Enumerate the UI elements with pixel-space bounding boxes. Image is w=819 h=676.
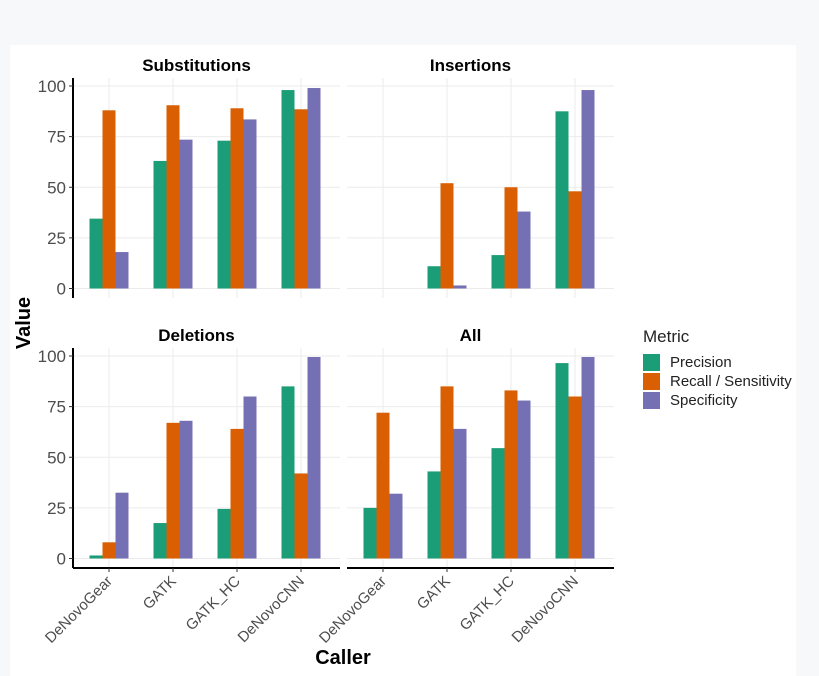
x-tick-label-denovogear-all: DeNovoGear — [316, 573, 390, 647]
bar-deletions-denovogear-specificity — [115, 492, 129, 559]
bar-deletions-gatk-specificity — [179, 420, 193, 559]
y-tick-label-0-substitutions: 0 — [57, 280, 66, 299]
bar-insertions-denovocnn-specificity — [581, 90, 595, 289]
bar-all-gatk-specificity — [453, 428, 467, 559]
bar-all-gatk-hc-recall-sensitivity — [504, 390, 518, 559]
faceted-bar-chart: Substitutions 0 25 50 75 100 Insertions Deletio… — [13, 56, 614, 669]
bar-all-gatk-hc-specificity — [517, 400, 531, 559]
y-tick-label-25-substitutions: 25 — [47, 229, 66, 248]
y-tick-label-50-deletions: 50 — [47, 448, 66, 467]
bar-substitutions-denovogear-precision — [89, 218, 103, 289]
y-tick-label-75-deletions: 75 — [47, 398, 66, 417]
legend-item-specificity: Specificity — [643, 391, 738, 409]
bar-deletions-denovocnn-recall-sensitivity — [294, 473, 308, 559]
legend-item-precision: Precision — [643, 353, 732, 371]
bar-all-denovogear-recall-sensitivity — [376, 412, 390, 559]
bar-insertions-denovocnn-precision — [555, 111, 569, 289]
bar-substitutions-denovocnn-specificity — [307, 88, 321, 289]
bar-all-gatk-recall-sensitivity — [440, 386, 454, 559]
x-tick-label-gatk-all: GATK — [414, 573, 454, 613]
y-tick-label-25-deletions: 25 — [47, 499, 66, 518]
legend-label-specificity: Specificity — [670, 391, 738, 409]
bar-deletions-gatk-hc-precision — [217, 508, 231, 559]
bar-deletions-denovocnn-specificity — [307, 357, 321, 559]
bar-insertions-denovocnn-recall-sensitivity — [568, 191, 582, 289]
x-tick-label-gatk-deletions: GATK — [140, 573, 180, 613]
bar-substitutions-denovocnn-recall-sensitivity — [294, 109, 308, 289]
bar-deletions-denovogear-recall-sensitivity — [102, 542, 116, 559]
legend-swatch-precision — [643, 353, 660, 371]
legend-swatch-recall — [643, 372, 660, 390]
bar-substitutions-gatk-hc-recall-sensitivity — [230, 108, 244, 289]
bar-substitutions-gatk-hc-precision — [217, 140, 231, 289]
panel-title-substitutions: Substitutions — [142, 56, 251, 75]
chart-card: Substitutions 0 25 50 75 100 Insertions Deletio… — [10, 45, 796, 676]
bar-substitutions-gatk-hc-specificity — [243, 119, 257, 289]
y-tick-label-75-substitutions: 75 — [47, 128, 66, 147]
x-axis-title: Caller — [315, 647, 371, 669]
bar-deletions-gatk-hc-recall-sensitivity — [230, 428, 244, 559]
bar-deletions-gatk-precision — [153, 523, 167, 559]
legend-label-precision: Precision — [670, 353, 732, 371]
y-axis-title: Value — [13, 297, 35, 349]
legend-label-recall: Recall / Sensitivity — [670, 372, 792, 390]
legend-item-recall: Recall / Sensitivity — [643, 372, 792, 390]
y-tick-label-50-substitutions: 50 — [47, 178, 66, 197]
bar-insertions-gatk-precision — [427, 266, 441, 289]
bar-all-denovocnn-precision — [555, 363, 569, 559]
bar-deletions-denovogear-precision — [89, 555, 103, 559]
y-tick-label-0-deletions: 0 — [57, 550, 66, 569]
y-tick-label-100-deletions: 100 — [38, 347, 66, 366]
bar-substitutions-gatk-precision — [153, 160, 167, 289]
bar-deletions-gatk-recall-sensitivity — [166, 422, 180, 559]
bar-deletions-denovocnn-precision — [281, 386, 295, 559]
panel-title-deletions: Deletions — [158, 326, 235, 345]
bar-all-denovogear-precision — [363, 507, 377, 559]
bar-all-gatk-precision — [427, 471, 441, 559]
bar-all-denovogear-specificity — [389, 493, 403, 559]
x-tick-label-denovogear-deletions: DeNovoGear — [42, 573, 116, 647]
bar-insertions-gatk-hc-recall-sensitivity — [504, 187, 518, 289]
bar-insertions-gatk-specificity — [453, 285, 467, 289]
x-tick-label-denovocnn-deletions: DeNovoCNN — [234, 573, 307, 646]
bar-insertions-gatk-recall-sensitivity — [440, 183, 454, 289]
bar-substitutions-denovocnn-precision — [281, 90, 295, 289]
x-tick-label-denovocnn-all: DeNovoCNN — [508, 573, 581, 646]
panel-title-insertions: Insertions — [430, 56, 511, 75]
bar-substitutions-gatk-recall-sensitivity — [166, 105, 180, 289]
bar-all-denovocnn-recall-sensitivity — [568, 396, 582, 559]
bar-substitutions-denovogear-recall-sensitivity — [102, 110, 116, 289]
bar-all-denovocnn-specificity — [581, 357, 595, 559]
x-tick-label-gatk-hc-all: GATK_HC — [456, 573, 517, 634]
panel-title-all: All — [460, 326, 482, 345]
bar-insertions-gatk-hc-precision — [491, 255, 505, 289]
bar-deletions-gatk-hc-specificity — [243, 396, 257, 559]
bar-substitutions-gatk-specificity — [179, 139, 193, 289]
x-tick-label-gatk-hc-deletions: GATK_HC — [182, 573, 243, 634]
bar-insertions-gatk-hc-specificity — [517, 211, 531, 289]
bar-substitutions-denovogear-specificity — [115, 252, 129, 289]
y-tick-label-100-substitutions: 100 — [38, 77, 66, 96]
legend-title: Metric — [643, 327, 690, 346]
legend-swatch-specificity — [643, 391, 660, 409]
bar-all-gatk-hc-precision — [491, 448, 505, 559]
